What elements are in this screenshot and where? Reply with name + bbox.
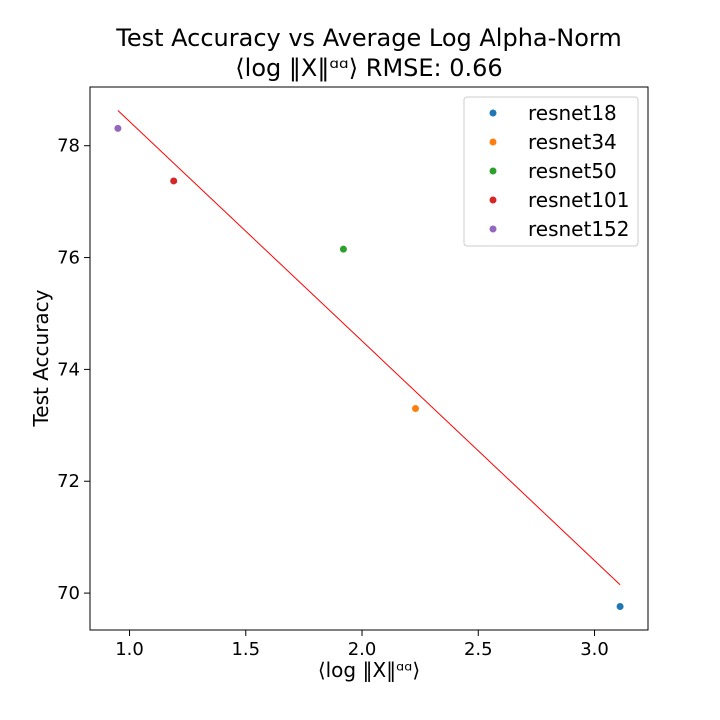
y-axis-label: Test Accuracy xyxy=(29,289,53,427)
legend-marker-resnet101 xyxy=(489,196,497,204)
y-tick-label: 78 xyxy=(57,136,80,157)
legend-label-resnet50: resnet50 xyxy=(528,159,617,183)
legend-box xyxy=(463,96,639,247)
legend-label-resnet152: resnet152 xyxy=(528,217,630,241)
x-tick-label: 1.5 xyxy=(231,639,260,660)
point-resnet101 xyxy=(170,177,178,185)
y-tick-label: 72 xyxy=(57,471,80,492)
point-resnet50 xyxy=(339,245,347,253)
point-resnet34 xyxy=(412,405,419,413)
point-resnet18 xyxy=(616,603,624,611)
legend-marker-resnet50 xyxy=(489,167,497,175)
x-tick-label: 3.0 xyxy=(580,639,609,660)
x-tick-label: 1.0 xyxy=(115,639,144,660)
regression-line xyxy=(117,110,621,586)
legend: resnet18 resnet34 resnet50 resnet101 resnet1… xyxy=(463,96,639,247)
legend-label-resnet34: resnet34 xyxy=(528,130,617,154)
x-tick-label: 2.0 xyxy=(348,639,377,660)
y-tick-label: 74 xyxy=(57,359,80,380)
y-tick-label: 70 xyxy=(57,583,80,604)
legend-marker-resnet152 xyxy=(489,225,497,233)
chart-title-line2: ⟨log ‖X‖ᵅᵅ⟩ RMSE: 0.66 xyxy=(235,54,502,82)
legend-marker-resnet34 xyxy=(489,138,497,146)
y-tick-label: 76 xyxy=(57,248,80,269)
x-axis-ticks: 1.0 1.5 2.0 2.5 3.0 xyxy=(115,630,609,660)
legend-label-resnet101: resnet101 xyxy=(528,188,630,212)
chart-title-line1: Test Accuracy vs Average Log Alpha-Norm xyxy=(115,24,621,52)
x-axis-label: ⟨log ‖X‖ᵅᵅ⟩ xyxy=(318,658,420,682)
legend-label-resnet18: resnet18 xyxy=(528,101,617,125)
plot-area xyxy=(89,86,649,631)
y-axis-ticks: 70 72 74 76 78 xyxy=(57,136,90,604)
legend-marker-resnet18 xyxy=(489,109,497,117)
point-resnet152 xyxy=(114,124,122,132)
x-tick-label: 2.5 xyxy=(464,639,493,660)
data-points xyxy=(114,124,624,611)
